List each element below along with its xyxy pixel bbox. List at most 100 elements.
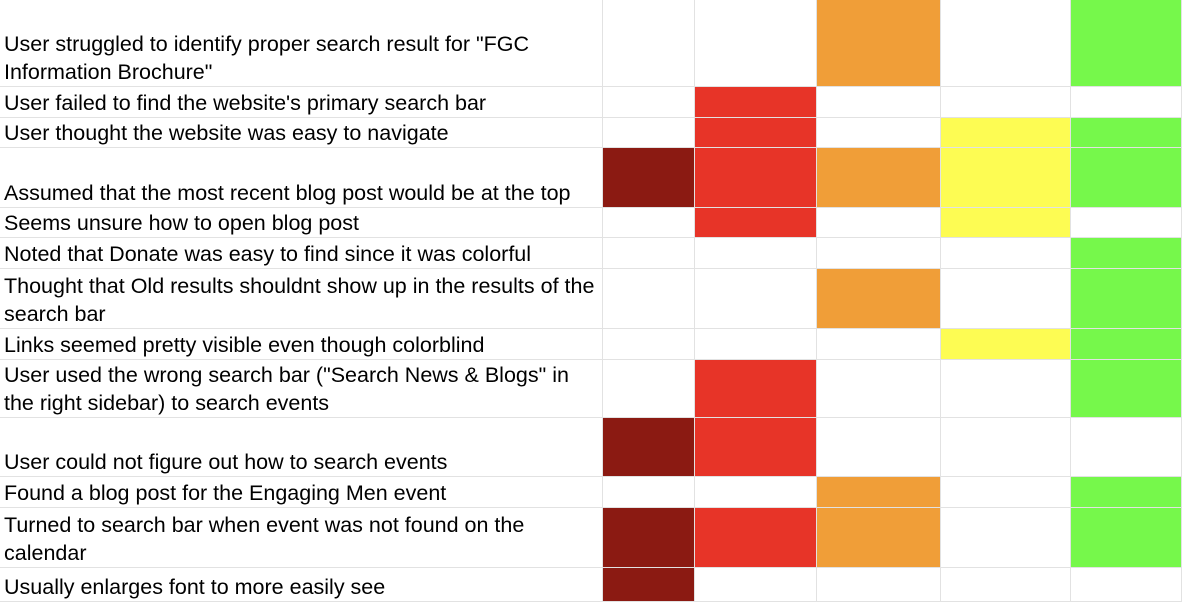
severity-cell-5[interactable] <box>1071 360 1182 418</box>
observation-cell[interactable]: User used the wrong search bar ("Search … <box>0 360 603 418</box>
severity-cell-1[interactable] <box>603 508 695 568</box>
observation-text: Thought that Old results shouldnt show u… <box>4 274 601 326</box>
table-row: Turned to search bar when event was not … <box>0 508 1182 568</box>
observation-text: Seems unsure how to open blog post <box>4 211 359 235</box>
severity-cell-2[interactable] <box>695 269 817 329</box>
observation-cell[interactable]: Noted that Donate was easy to find since… <box>0 238 603 269</box>
severity-cell-4[interactable] <box>941 360 1071 418</box>
severity-cell-4[interactable] <box>941 568 1071 602</box>
observation-text: User failed to find the website's primar… <box>4 91 487 115</box>
severity-cell-5[interactable] <box>1071 118 1182 148</box>
severity-cell-5[interactable] <box>1071 477 1182 508</box>
severity-cell-4[interactable] <box>941 148 1071 208</box>
observation-text: Links seemed pretty visible even though … <box>4 333 485 357</box>
severity-cell-2[interactable] <box>695 568 817 602</box>
severity-cell-1[interactable] <box>603 118 695 148</box>
severity-cell-5[interactable] <box>1071 148 1182 208</box>
severity-cell-2[interactable] <box>695 87 817 118</box>
severity-cell-4[interactable] <box>941 208 1071 238</box>
severity-cell-2[interactable] <box>695 360 817 418</box>
severity-cell-1[interactable] <box>603 87 695 118</box>
severity-cell-2[interactable] <box>695 508 817 568</box>
severity-cell-3[interactable] <box>817 329 941 360</box>
observation-text: Usually enlarges font to more easily see <box>4 575 386 599</box>
severity-cell-2[interactable] <box>695 418 817 477</box>
observation-text: User thought the website was easy to nav… <box>4 121 449 145</box>
severity-cell-2[interactable] <box>695 329 817 360</box>
severity-cell-1[interactable] <box>603 477 695 508</box>
severity-cell-4[interactable] <box>941 418 1071 477</box>
severity-cell-5[interactable] <box>1071 418 1182 477</box>
severity-cell-3[interactable] <box>817 0 941 87</box>
severity-cell-2[interactable] <box>695 118 817 148</box>
severity-cell-2[interactable] <box>695 477 817 508</box>
severity-cell-3[interactable] <box>817 118 941 148</box>
severity-cell-3[interactable] <box>817 238 941 269</box>
observation-text: User could not figure out how to search … <box>4 450 448 474</box>
severity-cell-1[interactable] <box>603 148 695 208</box>
severity-cell-3[interactable] <box>817 360 941 418</box>
severity-cell-1[interactable] <box>603 238 695 269</box>
severity-cell-3[interactable] <box>817 508 941 568</box>
severity-cell-4[interactable] <box>941 118 1071 148</box>
table-row: Seems unsure how to open blog post <box>0 208 1182 238</box>
severity-cell-5[interactable] <box>1071 508 1182 568</box>
severity-cell-1[interactable] <box>603 329 695 360</box>
observation-cell[interactable]: User struggled to identify proper search… <box>0 0 603 87</box>
severity-cell-3[interactable] <box>817 568 941 602</box>
observation-cell[interactable]: Assumed that the most recent blog post w… <box>0 148 603 208</box>
severity-cell-4[interactable] <box>941 238 1071 269</box>
table-row: User could not figure out how to search … <box>0 418 1182 477</box>
severity-cell-4[interactable] <box>941 477 1071 508</box>
severity-cell-5[interactable] <box>1071 87 1182 118</box>
severity-cell-3[interactable] <box>817 208 941 238</box>
severity-cell-3[interactable] <box>817 269 941 329</box>
observation-cell[interactable]: User thought the website was easy to nav… <box>0 118 603 148</box>
observation-text: Turned to search bar when event was not … <box>4 513 531 565</box>
severity-cell-5[interactable] <box>1071 329 1182 360</box>
severity-cell-2[interactable] <box>695 0 817 87</box>
table-row: Thought that Old results shouldnt show u… <box>0 269 1182 329</box>
table-row: Links seemed pretty visible even though … <box>0 329 1182 360</box>
severity-cell-3[interactable] <box>817 87 941 118</box>
severity-cell-5[interactable] <box>1071 208 1182 238</box>
observation-cell[interactable]: Links seemed pretty visible even though … <box>0 329 603 360</box>
severity-cell-3[interactable] <box>817 148 941 208</box>
table-row: User thought the website was easy to nav… <box>0 118 1182 148</box>
severity-cell-1[interactable] <box>603 208 695 238</box>
observation-text: Noted that Donate was easy to find since… <box>4 242 532 266</box>
severity-cell-5[interactable] <box>1071 238 1182 269</box>
severity-cell-2[interactable] <box>695 238 817 269</box>
severity-cell-4[interactable] <box>941 329 1071 360</box>
severity-cell-1[interactable] <box>603 418 695 477</box>
table-row: User failed to find the website's primar… <box>0 87 1182 118</box>
severity-cell-1[interactable] <box>603 360 695 418</box>
severity-cell-5[interactable] <box>1071 568 1182 602</box>
severity-cell-1[interactable] <box>603 568 695 602</box>
severity-cell-5[interactable] <box>1071 269 1182 329</box>
observation-text: User used the wrong search bar ("Search … <box>4 363 575 415</box>
severity-cell-4[interactable] <box>941 0 1071 87</box>
severity-cell-4[interactable] <box>941 269 1071 329</box>
severity-cell-4[interactable] <box>941 508 1071 568</box>
observation-cell[interactable]: Turned to search bar when event was not … <box>0 508 603 568</box>
observation-cell[interactable]: Found a blog post for the Engaging Men e… <box>0 477 603 508</box>
observation-cell[interactable]: User could not figure out how to search … <box>0 418 603 477</box>
table-row: Noted that Donate was easy to find since… <box>0 238 1182 269</box>
severity-cell-3[interactable] <box>817 418 941 477</box>
severity-cell-1[interactable] <box>603 0 695 87</box>
severity-cell-5[interactable] <box>1071 0 1182 87</box>
observation-cell[interactable]: Seems unsure how to open blog post <box>0 208 603 238</box>
severity-cell-1[interactable] <box>603 269 695 329</box>
severity-cell-2[interactable] <box>695 148 817 208</box>
severity-cell-2[interactable] <box>695 208 817 238</box>
observation-cell[interactable]: User failed to find the website's primar… <box>0 87 603 118</box>
observation-text: Found a blog post for the Engaging Men e… <box>4 481 447 505</box>
severity-cell-3[interactable] <box>817 477 941 508</box>
severity-cell-4[interactable] <box>941 87 1071 118</box>
observation-cell[interactable]: Thought that Old results shouldnt show u… <box>0 269 603 329</box>
observation-text: Assumed that the most recent blog post w… <box>4 181 571 205</box>
observation-cell[interactable]: Usually enlarges font to more easily see <box>0 568 603 602</box>
observation-text: User struggled to identify proper search… <box>4 32 536 84</box>
